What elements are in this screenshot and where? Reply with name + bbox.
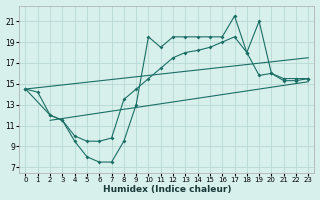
X-axis label: Humidex (Indice chaleur): Humidex (Indice chaleur): [103, 185, 231, 194]
